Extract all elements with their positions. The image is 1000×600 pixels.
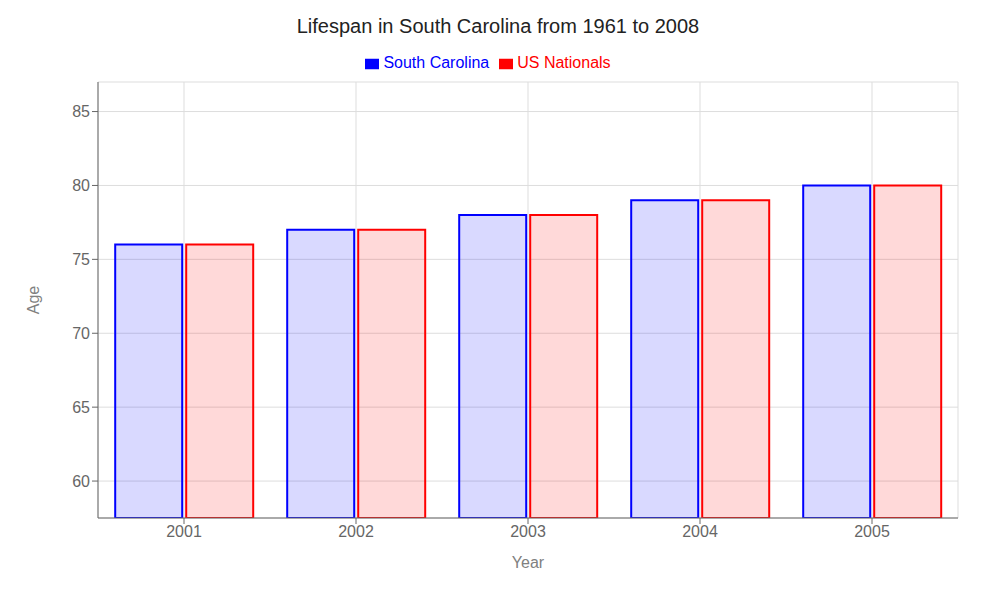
html-text:Lifespan in South Carolina fro: Lifespan in South Carolina from 1961 to … <box>296 15 700 37</box>
html-text:US Nationals: US Nationals <box>517 54 611 71</box>
html-text:South Carolina: South Carolina <box>383 54 490 71</box>
svg-text:70: 70 <box>72 325 90 342</box>
svg-text:85: 85 <box>72 103 90 120</box>
svg-text:Year: Year <box>512 554 545 571</box>
svg-text:75: 75 <box>72 251 90 268</box>
svg-text:2001: 2001 <box>166 523 202 540</box>
svg-text:2005: 2005 <box>854 523 890 540</box>
svg-text:60: 60 <box>72 473 90 490</box>
svg-text:65: 65 <box>72 399 90 416</box>
svg-text:2003: 2003 <box>510 523 546 540</box>
svg-text:2004: 2004 <box>682 523 718 540</box>
svg-text:80: 80 <box>72 177 90 194</box>
svg-text:2002: 2002 <box>338 523 374 540</box>
svg-text:Age: Age <box>25 286 42 315</box>
